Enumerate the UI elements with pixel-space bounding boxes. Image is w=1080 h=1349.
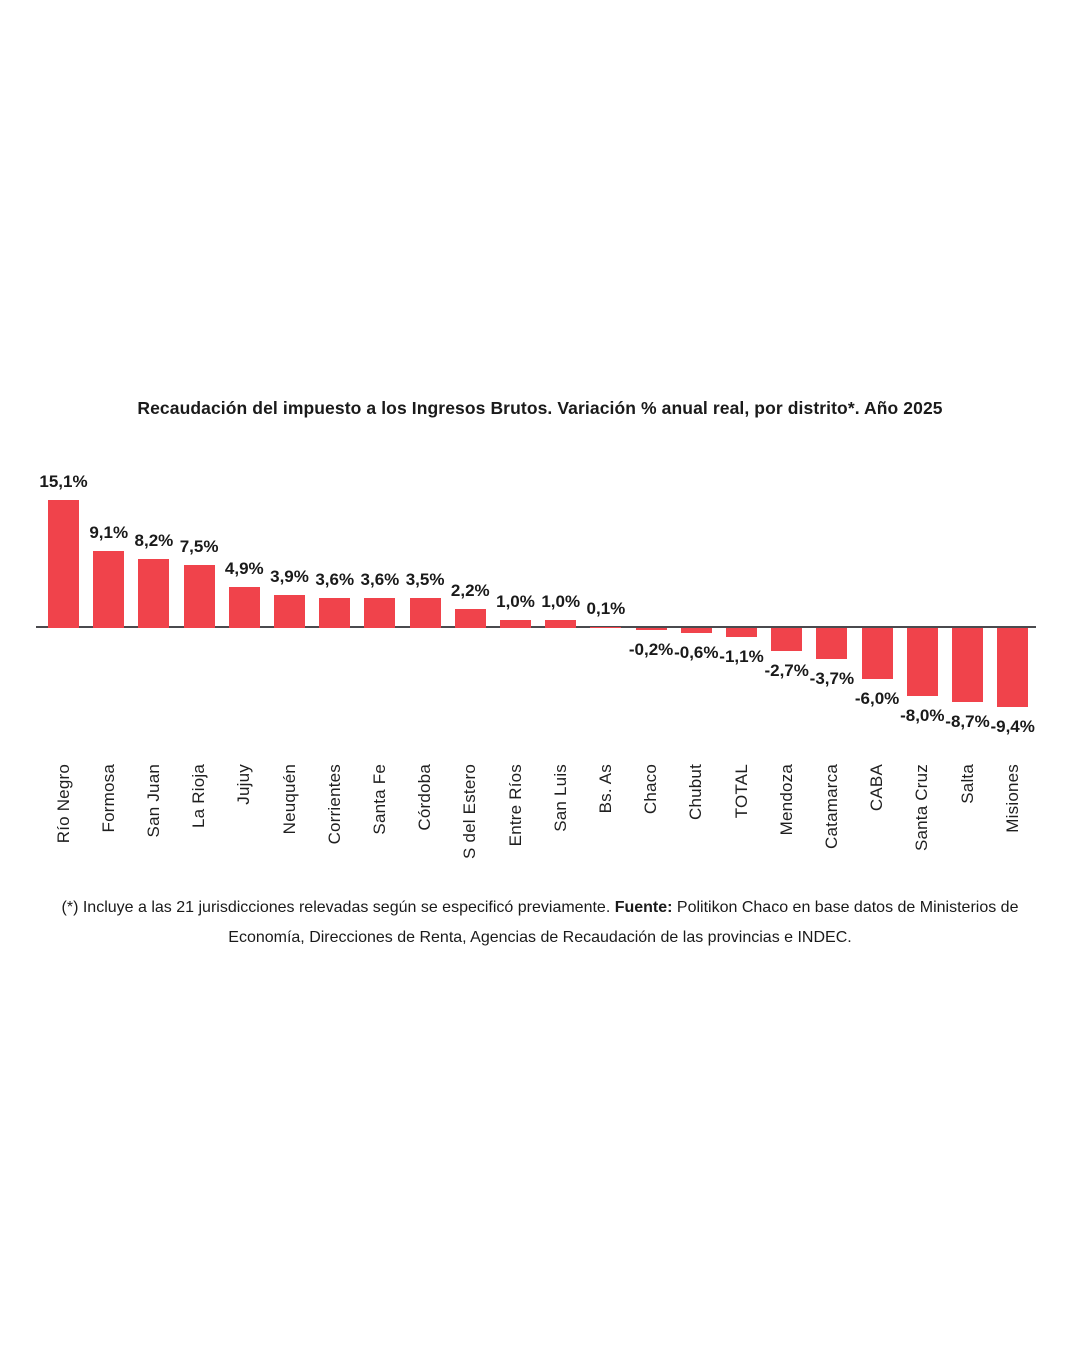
x-tick-label: La Rioja [189, 764, 209, 828]
x-axis-line [36, 626, 1036, 628]
bar-value-label: 3,6% [360, 569, 400, 589]
x-tick-label: Bs. As [595, 764, 615, 814]
x-tick-label: Neuquén [279, 764, 299, 835]
bar [274, 595, 305, 628]
x-tick-label: Salta [957, 764, 977, 804]
x-tick-label: Córdoba [415, 764, 435, 831]
x-tick-label: San Luis [550, 764, 570, 832]
x-tick-label: Jujuy [234, 764, 254, 805]
bar [906, 628, 938, 696]
x-tick-label: Formosa [98, 764, 118, 833]
x-tick-label: San Juan [143, 764, 163, 838]
bar [861, 628, 893, 679]
x-tick-label: Catamarca [821, 764, 841, 849]
bar-value-label: -0,2% [628, 639, 674, 659]
x-tick-label: Chubut [686, 764, 706, 821]
bar-value-label: 2,2% [450, 581, 490, 601]
source-note: (*) Incluye a las 21 jurisdicciones rele… [0, 893, 1080, 953]
bar-value-label: -9,4% [990, 717, 1035, 737]
bar [997, 628, 1029, 708]
x-tick-label: Chaco [641, 764, 661, 815]
x-tick-label: Mendoza [776, 764, 796, 836]
bar [183, 564, 215, 628]
x-tick-label: Río Negro [53, 764, 73, 844]
bar-value-label: 4,9% [224, 558, 264, 578]
bar-value-label: -1,1% [719, 647, 764, 667]
bar [771, 628, 803, 651]
bar-value-label: 1,0% [496, 591, 535, 611]
bar-value-label: -8,0% [900, 705, 945, 725]
bar-value-label: 9,1% [89, 523, 129, 543]
bar-value-label: 1,0% [541, 591, 581, 611]
bar-value-label: 0,1% [586, 599, 626, 619]
bar [590, 627, 622, 628]
source-note-line2: Economía, Direcciones de Renta, Agencias… [228, 929, 852, 946]
bar [726, 628, 757, 638]
bar-value-label: 7,5% [179, 536, 219, 556]
bar [409, 598, 441, 628]
bar [635, 628, 667, 630]
bar-value-label: -2,7% [764, 660, 809, 680]
bar [48, 500, 79, 628]
bar-value-label: -0,6% [674, 643, 719, 663]
bar-value-label: 3,5% [405, 570, 445, 590]
bar [319, 597, 351, 628]
bar-value-label: 3,9% [270, 567, 309, 587]
bar [138, 558, 170, 628]
x-tick-label: CABA [867, 764, 887, 812]
bar [454, 609, 486, 628]
bar [816, 628, 848, 660]
bar-value-label: -3,7% [809, 669, 855, 689]
bar [500, 619, 531, 628]
bar [364, 597, 396, 628]
footnote-text: (*) Incluye a las 21 jurisdicciones rele… [61, 899, 615, 916]
bar [228, 586, 260, 628]
x-tick-label: Misiones [1002, 764, 1022, 833]
x-tick-label: TOTAL [731, 764, 751, 819]
bar [680, 628, 712, 634]
bar-value-label: -6,0% [854, 688, 900, 708]
source-label: Fuente: [614, 899, 673, 916]
x-tick-label: Corrientes [324, 764, 344, 845]
bar-value-label: -8,7% [945, 711, 990, 731]
x-tick-label: Entre Ríos [505, 764, 525, 847]
source-note-line1: (*) Incluye a las 21 jurisdicciones rele… [0, 893, 1080, 923]
x-tick-label: Santa Fe [369, 764, 389, 835]
source-text: Politikon Chaco en base datos de Ministe… [672, 899, 1019, 916]
bar-value-label: 8,2% [134, 530, 174, 550]
bar-value-label: 3,6% [315, 569, 355, 589]
x-tick-label: Santa Cruz [912, 764, 932, 852]
x-tick-label: S del Estero [460, 764, 480, 860]
bar [952, 628, 983, 702]
bar [93, 551, 125, 628]
chart-title: Recaudación del impuesto a los Ingresos … [137, 398, 943, 418]
bar [545, 619, 577, 628]
bar-value-label: 15,1% [39, 472, 88, 492]
